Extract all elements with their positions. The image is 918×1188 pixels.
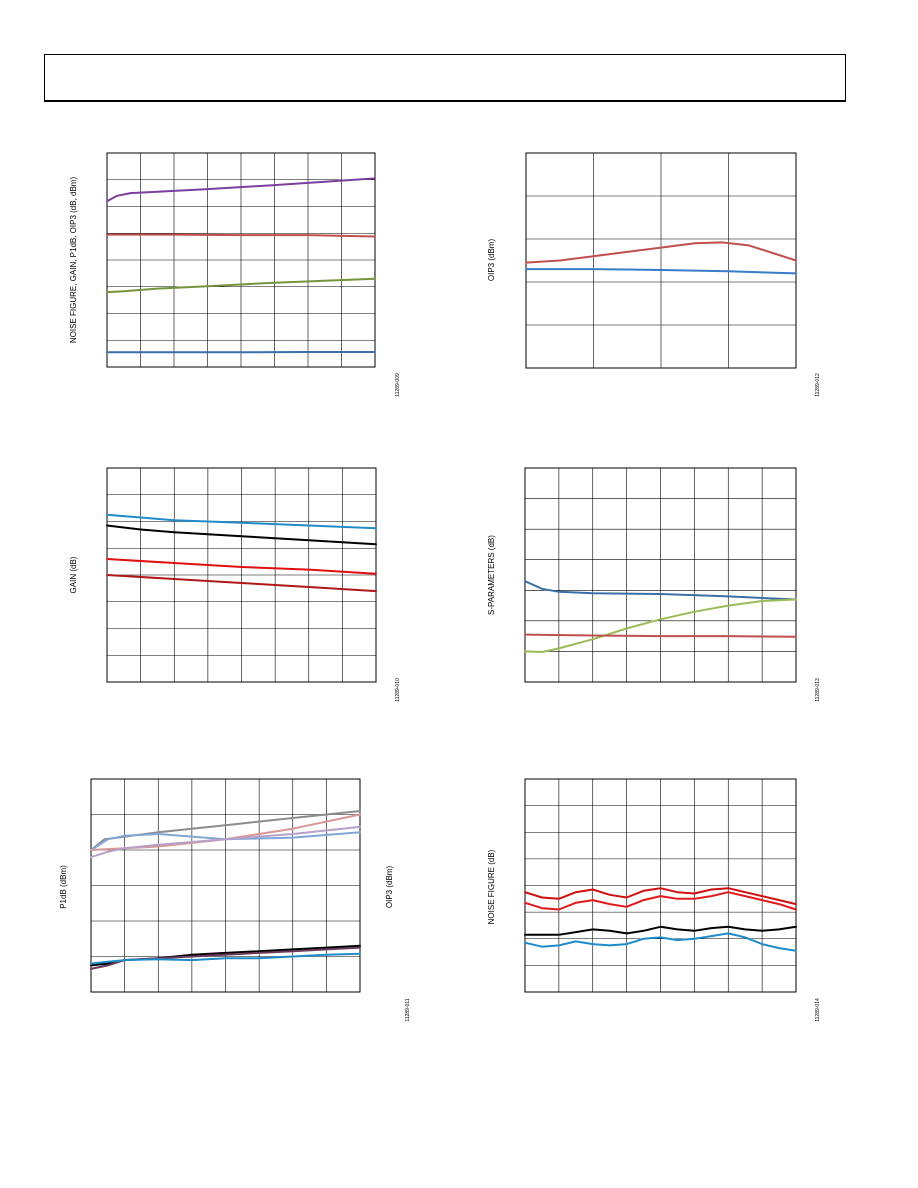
series-line xyxy=(524,598,797,653)
chart-y-axis-label: P1dB (dBm) xyxy=(59,865,68,909)
series-line xyxy=(90,810,361,851)
chart-figure-id: 11289-009 xyxy=(395,373,401,397)
series-line xyxy=(106,177,376,203)
series-line xyxy=(525,241,797,264)
chart-figure-id: 11289-010 xyxy=(395,678,401,702)
series-line xyxy=(524,932,797,952)
series-line xyxy=(90,831,361,851)
plot-frame xyxy=(106,152,376,368)
chart-noise-figure: NOISE FIGURE (dB) 11289-014 xyxy=(487,778,821,1022)
chart-s-parameters: S-PARAMETERS (dB) 11289-013 xyxy=(487,467,821,702)
series-line xyxy=(524,891,797,911)
series-line xyxy=(90,825,361,859)
chart-figure-id: 11289-013 xyxy=(815,678,821,702)
series-line xyxy=(106,558,377,575)
chart-y-axis-label: NOISE FIGURE (dB) xyxy=(487,849,496,924)
series-line xyxy=(524,633,797,638)
series-line xyxy=(90,946,361,970)
series-line xyxy=(524,925,797,936)
chart-y-axis-label-right: OIP3 (dBm) xyxy=(385,866,394,909)
series-line xyxy=(106,277,376,294)
series-line xyxy=(106,574,377,593)
chart-noise-gain-p1db-oip3: NOISE FIGURE, GAIN, P1dB, OIP3 (dB, dBm)… xyxy=(69,152,401,397)
series-line xyxy=(524,887,797,906)
series-line xyxy=(524,580,797,601)
series-line xyxy=(90,952,361,965)
series-line xyxy=(106,513,377,530)
plot-frame xyxy=(524,778,797,993)
chart-y-axis-label: OIP3 (dBm) xyxy=(487,239,496,282)
chart-p1db-oip3: P1dB (dBm) OIP3 (dBm) 11289-011 xyxy=(59,778,411,1022)
plot-frame xyxy=(524,467,797,683)
series-line xyxy=(106,233,376,238)
page-header-box xyxy=(44,54,846,102)
series-line xyxy=(106,524,377,546)
chart-y-axis-label: NOISE FIGURE, GAIN, P1dB, OIP3 (dB, dBm) xyxy=(69,177,78,344)
chart-y-axis-label: S-PARAMETERS (dB) xyxy=(487,535,496,615)
plot-frame xyxy=(90,778,361,993)
series-line xyxy=(525,268,797,275)
chart-y-axis-label: GAIN (dB) xyxy=(69,556,78,593)
chart-oip3: OIP3 (dBm) 11289-012 xyxy=(487,152,821,397)
chart-gain: GAIN (dB) 11289-010 xyxy=(69,467,401,702)
chart-figure-id: 11289-014 xyxy=(815,998,821,1022)
chart-figure-id: 11289-011 xyxy=(405,998,411,1021)
chart-figure-id: 11289-012 xyxy=(815,373,821,397)
